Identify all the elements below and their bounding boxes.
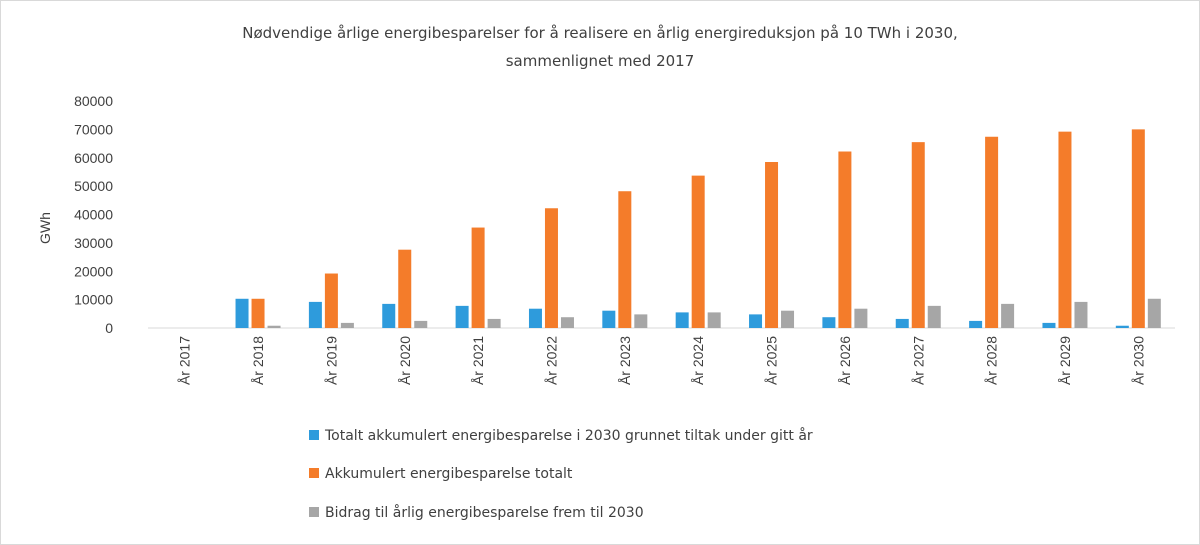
x-tick-label: År 2022 bbox=[543, 336, 559, 385]
bar-series-2 bbox=[251, 298, 265, 328]
x-axis-ticks: År 2017 År 2018 År 2019 År 2020 År 2021 År 20… bbox=[177, 336, 1147, 385]
bar-series-3 bbox=[1147, 298, 1161, 328]
bar-series-2 bbox=[1131, 129, 1145, 328]
bar-series-3 bbox=[854, 308, 868, 328]
y-tick-label: 10000 bbox=[74, 292, 113, 308]
y-tick-label: 20000 bbox=[74, 263, 113, 279]
y-tick-label: 40000 bbox=[74, 207, 113, 223]
chart-subtitle: sammenlignet med 2017 bbox=[506, 52, 695, 70]
bar-series-3 bbox=[414, 320, 428, 328]
bar-series-3 bbox=[707, 312, 721, 328]
bar-series-2 bbox=[618, 191, 632, 328]
x-tick-label: År 2030 bbox=[1130, 336, 1146, 385]
legend: Totalt akkumulert energibesparelse i 203… bbox=[309, 427, 813, 521]
bar-series-1 bbox=[969, 320, 983, 328]
legend-swatch-1 bbox=[309, 430, 319, 440]
bar-series-2 bbox=[1058, 131, 1072, 328]
bar-series-1 bbox=[895, 318, 909, 328]
y-tick-label: 70000 bbox=[74, 121, 113, 137]
y-axis-label: GWh bbox=[37, 212, 53, 244]
bar-series-2 bbox=[765, 162, 779, 328]
bar-series-3 bbox=[487, 318, 501, 328]
bar-series-3 bbox=[267, 325, 281, 328]
bar-series-3 bbox=[634, 314, 648, 328]
bar-series-1 bbox=[822, 317, 836, 328]
y-tick-label: 50000 bbox=[74, 178, 113, 194]
bar-series-2 bbox=[838, 151, 852, 328]
x-tick-label: År 2025 bbox=[764, 336, 780, 385]
bar-series-1 bbox=[749, 314, 763, 328]
x-tick-label: År 2020 bbox=[397, 336, 413, 385]
x-tick-label: År 2029 bbox=[1057, 336, 1073, 385]
bar-series-3 bbox=[560, 317, 574, 328]
y-tick-label: 60000 bbox=[74, 150, 113, 166]
x-tick-label: År 2017 bbox=[177, 336, 193, 385]
bar-series-2 bbox=[398, 249, 412, 328]
y-tick-label: 30000 bbox=[74, 235, 113, 251]
x-tick-label: År 2023 bbox=[617, 336, 633, 385]
y-tick-label: 0 bbox=[105, 320, 113, 336]
bar-series-1 bbox=[675, 312, 689, 328]
y-axis-ticks: 0 10000 20000 30000 40000 50000 60000 70000 8000… bbox=[74, 93, 113, 336]
bar-series-3 bbox=[1001, 303, 1015, 328]
bar-series-1 bbox=[235, 298, 249, 328]
bar-series-2 bbox=[324, 273, 338, 328]
bar-series-2 bbox=[544, 208, 558, 328]
x-tick-label: År 2024 bbox=[690, 336, 706, 385]
bar-series-1 bbox=[1042, 322, 1056, 328]
bars-group bbox=[235, 129, 1161, 328]
x-tick-label: År 2021 bbox=[470, 336, 486, 385]
bar-series-1 bbox=[382, 303, 396, 328]
bar-series-2 bbox=[911, 142, 925, 328]
bar-series-1 bbox=[455, 305, 469, 328]
x-tick-label: År 2018 bbox=[250, 336, 266, 385]
bar-series-3 bbox=[781, 310, 795, 328]
legend-label-3: Bidrag til årlig energibesparelse frem t… bbox=[325, 504, 644, 521]
legend-swatch-3 bbox=[309, 507, 319, 517]
legend-label-1: Totalt akkumulert energibesparelse i 203… bbox=[324, 427, 813, 444]
x-tick-label: År 2027 bbox=[910, 336, 926, 385]
bar-series-3 bbox=[927, 305, 941, 328]
bar-series-3 bbox=[340, 322, 354, 328]
y-tick-label: 80000 bbox=[74, 93, 113, 109]
chart-title: Nødvendige årlige energibesparelser for … bbox=[242, 24, 958, 42]
legend-label-2: Akkumulert energibesparelse totalt bbox=[325, 466, 573, 482]
bar-series-3 bbox=[1074, 301, 1088, 328]
bar-series-1 bbox=[602, 310, 616, 328]
bar-series-1 bbox=[1115, 325, 1129, 328]
bar-series-2 bbox=[691, 175, 705, 328]
x-tick-label: År 2026 bbox=[837, 336, 853, 385]
x-tick-label: År 2019 bbox=[323, 336, 339, 385]
bar-series-1 bbox=[308, 301, 322, 328]
bar-series-2 bbox=[471, 227, 485, 328]
legend-swatch-2 bbox=[309, 468, 319, 478]
x-tick-label: År 2028 bbox=[984, 336, 1000, 385]
bar-series-2 bbox=[985, 136, 999, 328]
bar-series-1 bbox=[528, 308, 542, 328]
